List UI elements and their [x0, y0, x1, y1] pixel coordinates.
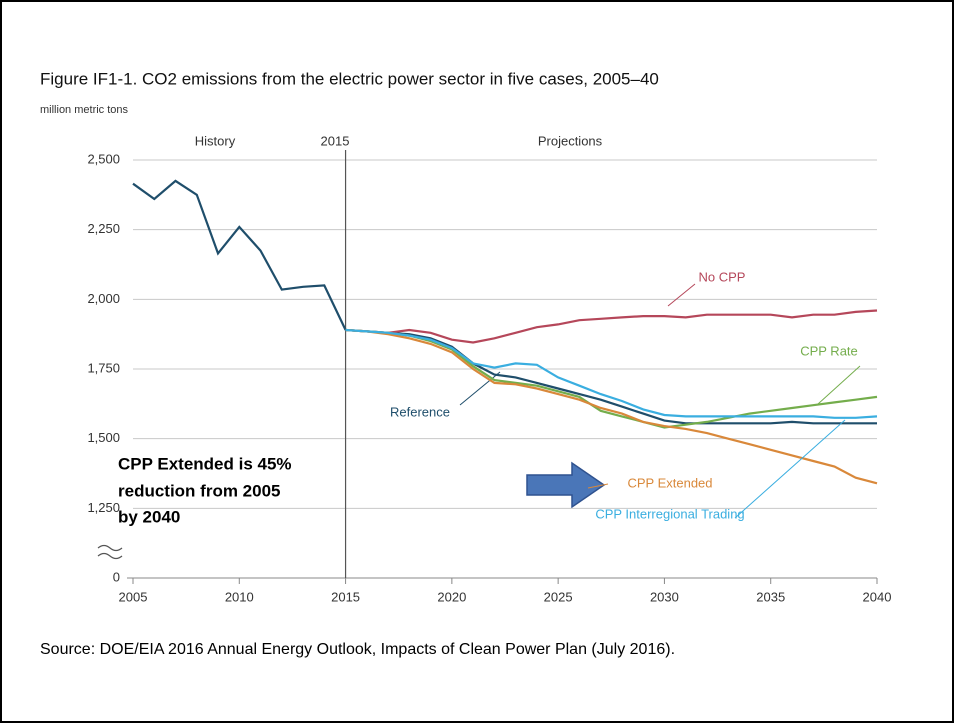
y-tick-label: 0: [113, 569, 120, 584]
y-tick-label: 2,000: [87, 291, 120, 306]
x-tick-label: 2020: [437, 589, 466, 604]
series-label: Reference: [390, 404, 450, 419]
series-line: [345, 328, 878, 429]
note: reduction from 2005: [118, 481, 281, 500]
series-label: History: [195, 133, 236, 148]
source: Source: DOE/EIA 2016 Annual Energy Outlo…: [40, 641, 675, 658]
x-tick-label: 2010: [225, 589, 254, 604]
series-label: CPP Extended: [627, 475, 712, 490]
y-tick-label: 2,250: [87, 221, 120, 236]
x-tick-label: 2040: [863, 589, 892, 604]
series-label: CPP Rate: [800, 343, 858, 358]
chart-title: Figure IF1-1. CO2 emissions from the ele…: [40, 69, 659, 88]
y-tick-label: 2,500: [87, 151, 120, 166]
chart-subtitle: million metric tons: [40, 104, 129, 116]
leader-line: [667, 283, 696, 307]
y-tick-label: 1,500: [87, 430, 120, 445]
series-line: [132, 179, 347, 331]
arrow: [526, 461, 606, 509]
y-tick-label: 1,250: [87, 500, 120, 515]
leader-line: [817, 365, 861, 405]
annotation: Projections: [538, 133, 603, 148]
leader-line: [587, 483, 609, 489]
note: CPP Extended is 45%: [118, 454, 292, 473]
note: by 2040: [118, 507, 180, 526]
x-tick-label: 2025: [544, 589, 573, 604]
x-tick-label: 2035: [756, 589, 785, 604]
x-tick-label: 2015: [331, 589, 360, 604]
axis-break: [97, 544, 123, 560]
leader-line: [459, 371, 501, 406]
series-line: [345, 309, 878, 344]
series-label: No CPP: [699, 269, 746, 284]
series-label: CPP Interregional Trading: [595, 506, 744, 521]
series-line: [345, 328, 877, 425]
annotation: 2015: [321, 133, 350, 148]
series-line: [345, 328, 878, 485]
y-tick-label: 1,750: [87, 360, 120, 375]
x-tick-label: 2005: [119, 589, 148, 604]
leader-line: [734, 419, 846, 519]
x-tick-label: 2030: [650, 589, 679, 604]
series-line: [345, 328, 878, 419]
